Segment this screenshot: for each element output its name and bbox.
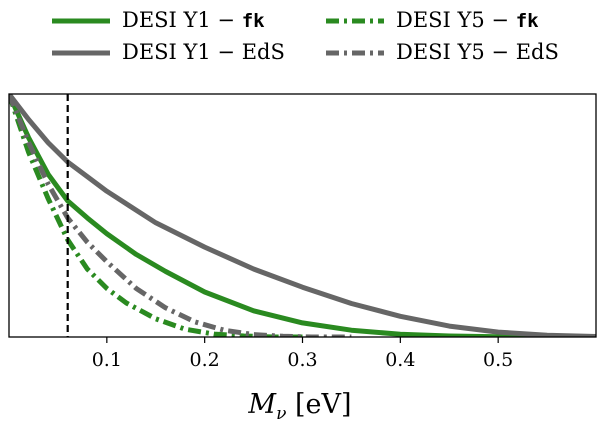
plot-area: 0.1 0.2 0.3 0.4 0.5 bbox=[8, 93, 597, 371]
legend-label-3: DESI Y1 − EdS bbox=[122, 40, 285, 64]
legend-label-4: DESI Y5 − EdS bbox=[396, 40, 559, 64]
x-axis-label-subscript: ν bbox=[276, 404, 286, 423]
x-axis-label-unit: [eV] bbox=[295, 389, 352, 420]
legend-label-2: DESI Y5 − fk bbox=[396, 8, 539, 32]
legend-label-text: DESI Y5 − bbox=[396, 8, 516, 32]
legend-label-text: DESI Y1 − bbox=[122, 8, 242, 32]
series-lines bbox=[9, 94, 596, 337]
x-tick-label: 0.3 bbox=[287, 349, 317, 371]
legend-label-text: DESI Y1 − EdS bbox=[122, 40, 285, 64]
x-tick-label: 0.2 bbox=[190, 349, 220, 371]
x-tick-label: 0.4 bbox=[385, 349, 415, 371]
legend-label-1: DESI Y1 − fk bbox=[122, 8, 265, 32]
legend-label-code: fk bbox=[516, 10, 539, 32]
x-axis-label-gap bbox=[286, 389, 295, 420]
series-line-4 bbox=[9, 94, 352, 337]
series-line-1 bbox=[9, 94, 596, 337]
axes-frame bbox=[8, 93, 597, 338]
series-line-2 bbox=[9, 94, 303, 337]
x-tick-label: 0.5 bbox=[483, 349, 513, 371]
legend-label-text: DESI Y5 − EdS bbox=[396, 40, 559, 64]
x-ticks: 0.1 0.2 0.3 0.4 0.5 bbox=[92, 337, 513, 371]
series-line-3 bbox=[9, 94, 596, 337]
x-axis-label-main: M bbox=[247, 389, 277, 420]
x-axis-label: Mν [eV] bbox=[247, 389, 351, 423]
x-tick-label: 0.1 bbox=[92, 349, 122, 371]
legend-label-code: fk bbox=[242, 10, 265, 32]
